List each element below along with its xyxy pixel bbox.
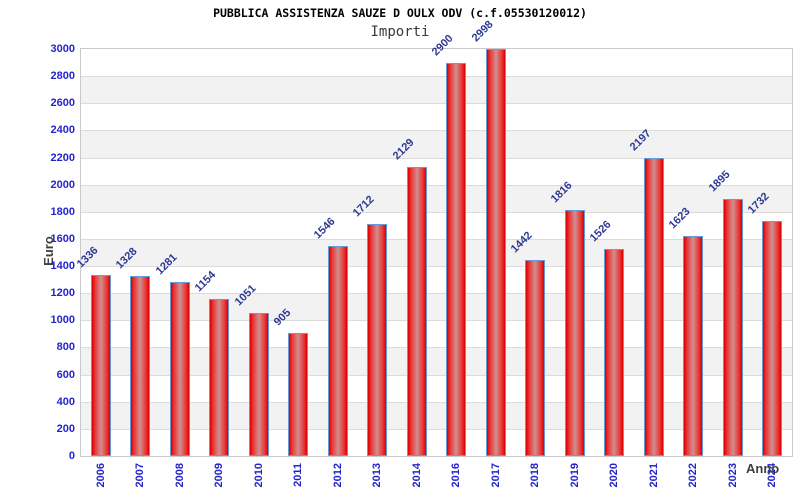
y-tick-label: 200 [56,422,75,435]
background-band [81,211,792,239]
y-tick-label: 800 [56,341,75,354]
background-band [81,374,792,402]
y-tick-label: 400 [56,395,75,408]
background-band [81,157,792,185]
bar-2020 [604,248,625,456]
y-tick-label: 1400 [50,260,75,273]
x-tick-label: 2011 [292,463,305,487]
x-tick-label: 2008 [173,463,186,488]
background-band [81,347,792,375]
background-band [81,428,792,456]
bar-2018 [525,260,546,456]
y-tick-label: 600 [56,368,75,381]
y-tick-label: 1000 [50,314,75,327]
background-band [81,401,792,429]
x-tick-label: 2017 [489,463,502,488]
bar-2019 [564,209,585,456]
x-tick-label: 2010 [252,463,265,488]
bar-2023 [722,198,743,456]
y-tick-label: 3000 [50,43,75,55]
background-band [81,49,792,77]
background-band [81,320,792,348]
y-gridline [81,238,792,240]
background-band [81,103,792,131]
bar-2013 [367,223,388,456]
bar-2016 [446,62,467,456]
x-tick-label: 2014 [410,463,423,488]
y-tick-label: 2600 [50,97,75,110]
background-band [81,238,792,267]
y-gridline [81,76,792,78]
bar-2006 [90,274,111,456]
y-gridline [81,184,792,186]
background-band [81,130,792,158]
y-gridline [81,293,792,295]
y-tick-label: 2400 [50,124,75,137]
y-tick-label: 2200 [50,151,75,164]
y-gridline [81,130,792,132]
y-gridline [81,103,792,105]
x-tick-label: 2022 [687,463,700,488]
background-band [81,293,792,321]
x-axis-title: Anno [746,461,780,476]
x-tick-label: 2006 [94,463,107,488]
chart-title: PUBBLICA ASSISTENZA SAUZE D OULX ODV (c.… [213,6,587,20]
x-tick-label: 2023 [726,463,739,488]
x-tick-label: 2009 [213,463,226,488]
plot-area: 0 200 400 600 800 1000 1200 1400 1600 1800 2000 220… [51,19,793,487]
y-gridline [81,211,792,213]
bar-2021 [643,157,664,456]
y-tick-label: 1600 [50,232,75,245]
bar-2022 [683,235,704,456]
y-tick-label: 2800 [50,70,75,83]
bar-2011 [288,333,309,456]
bar-2017 [485,49,506,456]
bar-2009 [209,299,230,456]
y-gridline [81,374,792,376]
y-gridline [81,266,792,268]
x-tick-label: 2007 [134,463,147,488]
bar-2010 [248,313,269,456]
background-band [81,266,792,294]
x-tick-label: 2012 [331,463,344,488]
y-tick-label: 1200 [50,287,75,300]
x-tick-label: 2016 [450,463,463,488]
background-band [81,184,792,212]
x-tick-label: 2013 [371,463,384,488]
y-tick-label: 0 [68,450,75,462]
y-gridline [81,401,792,403]
y-gridline [81,347,792,349]
bar-2008 [169,282,190,456]
x-tick-label: 2019 [568,463,581,488]
bar-2014 [406,167,427,456]
y-gridline [81,428,792,430]
y-gridline [81,157,792,159]
bar-2007 [130,275,151,456]
y-tick-label: 1800 [50,205,75,218]
x-tick-label: 2021 [647,463,660,488]
chart-subtitle: Importi [370,24,430,40]
bar-2012 [327,246,348,456]
x-tick-label: 2020 [608,463,621,488]
y-gridline [81,320,792,322]
background-band [81,76,792,104]
y-tick-label: 2000 [50,178,75,191]
bar-2024 [762,221,783,456]
x-tick-label: 2018 [529,463,542,488]
